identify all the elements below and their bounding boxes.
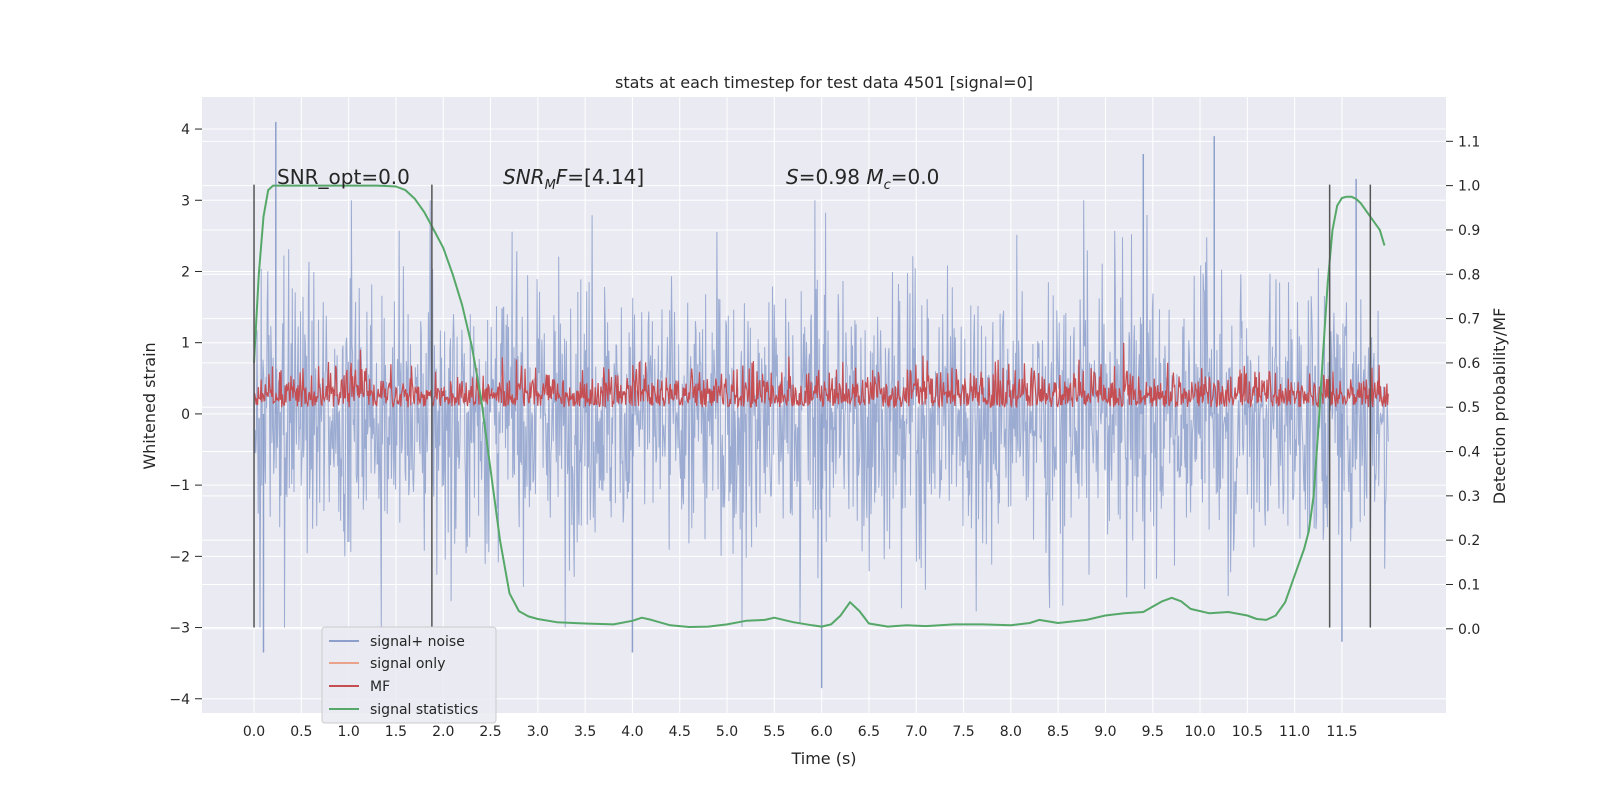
legend-label-signal-only: signal only bbox=[370, 656, 445, 672]
x-tick-label: 7.5 bbox=[952, 724, 974, 740]
x-tick-label: 10.5 bbox=[1232, 724, 1263, 740]
annotation-snr-mf: SNRMF=[4.14] bbox=[503, 165, 644, 193]
y-tick-label: 3 bbox=[181, 193, 190, 209]
x-tick-label: 8.5 bbox=[1047, 724, 1069, 740]
y-right-tick-label: 1.1 bbox=[1458, 134, 1480, 150]
signal-statistics-line bbox=[253, 184, 1386, 628]
y-right-tick-label: 0.5 bbox=[1458, 400, 1480, 416]
x-tick-label: 9.0 bbox=[1094, 724, 1116, 740]
legend: signal+ noise signal only MF signal stat… bbox=[321, 626, 497, 724]
y-axis-right-ticks: 0.0 0.1 0.2 0.3 0.4 0.5 0.6 0.7 0.8 0.9 1.0 1.1 bbox=[1446, 134, 1480, 638]
y-right-tick-label: 0.8 bbox=[1458, 267, 1480, 283]
y-tick-label: 4 bbox=[181, 122, 190, 138]
series-signal-statistics bbox=[253, 184, 1386, 628]
x-tick-label: 9.5 bbox=[1142, 724, 1164, 740]
x-tick-label: 4.5 bbox=[669, 724, 691, 740]
x-tick-label: 5.0 bbox=[716, 724, 738, 740]
legend-box bbox=[321, 626, 497, 724]
x-tick-label: 7.0 bbox=[905, 724, 927, 740]
x-tick-label: 11.0 bbox=[1279, 724, 1310, 740]
series-mf bbox=[253, 342, 1389, 409]
y-right-tick-label: 0.1 bbox=[1458, 577, 1480, 593]
x-tick-label: 1.0 bbox=[337, 724, 359, 740]
y-tick-label: −4 bbox=[169, 692, 190, 708]
x-tick-label: 2.5 bbox=[479, 724, 501, 740]
x-tick-label: 1.5 bbox=[385, 724, 407, 740]
annotation-s-mc: S=0.98 Mc=0.0 bbox=[786, 165, 939, 193]
y-tick-label: 1 bbox=[181, 336, 190, 352]
x-tick-label: 0.5 bbox=[290, 724, 312, 740]
y-tick-label: −1 bbox=[169, 478, 190, 494]
y-tick-label: −2 bbox=[169, 549, 190, 565]
legend-label-mf: MF bbox=[370, 679, 390, 695]
legend-label-signal-statistics: signal statistics bbox=[370, 702, 478, 718]
x-tick-label: 2.0 bbox=[432, 724, 454, 740]
x-tick-label: 5.5 bbox=[763, 724, 785, 740]
y-right-tick-label: 0.0 bbox=[1458, 622, 1480, 638]
mf-line bbox=[253, 342, 1389, 409]
y-right-tick-label: 0.7 bbox=[1458, 312, 1480, 328]
x-axis-label: Time (s) bbox=[790, 749, 856, 768]
x-tick-label: 6.5 bbox=[858, 724, 880, 740]
y-right-tick-label: 0.4 bbox=[1458, 445, 1480, 461]
x-tick-label: 3.0 bbox=[527, 724, 549, 740]
x-tick-label: 8.0 bbox=[1000, 724, 1022, 740]
annotation-snr-opt: SNR_opt=0.0 bbox=[277, 165, 410, 189]
x-tick-label: 4.0 bbox=[621, 724, 643, 740]
y-right-tick-label: 0.6 bbox=[1458, 356, 1480, 372]
y-axis-label: Whitened strain bbox=[140, 342, 159, 469]
x-tick-label: 6.0 bbox=[811, 724, 833, 740]
chart-title: stats at each timestep for test data 450… bbox=[615, 73, 1033, 92]
y-tick-label: 2 bbox=[181, 264, 190, 280]
vertical-markers bbox=[253, 184, 1372, 628]
legend-label-signal-noise: signal+ noise bbox=[370, 634, 465, 650]
x-tick-label: 0.0 bbox=[243, 724, 265, 740]
y-tick-label: −3 bbox=[169, 621, 190, 637]
y-axis-right-label: Detection probability/MF bbox=[1490, 308, 1509, 505]
y-right-tick-label: 1.0 bbox=[1458, 179, 1480, 195]
x-tick-label: 11.5 bbox=[1326, 724, 1357, 740]
y-right-tick-label: 0.3 bbox=[1458, 489, 1480, 505]
x-tick-label: 10.0 bbox=[1184, 724, 1215, 740]
y-axis-ticks: −4 −3 −2 −1 0 1 2 3 4 bbox=[169, 122, 202, 708]
x-tick-label: 3.5 bbox=[574, 724, 596, 740]
x-axis-ticks: 0.0 0.5 1.0 1.5 2.0 2.5 3.0 3.5 4.0 4.5 5.0 5.5 6.0 6… bbox=[243, 724, 1358, 740]
y-tick-label: 0 bbox=[181, 407, 190, 423]
annotations: SNR_opt=0.0 SNRMF=[4.14] S=0.98 Mc=0.0 bbox=[277, 165, 939, 193]
y-right-tick-label: 0.2 bbox=[1458, 533, 1480, 549]
y-right-tick-label: 0.9 bbox=[1458, 223, 1480, 239]
series-signal-noise bbox=[253, 121, 1389, 689]
